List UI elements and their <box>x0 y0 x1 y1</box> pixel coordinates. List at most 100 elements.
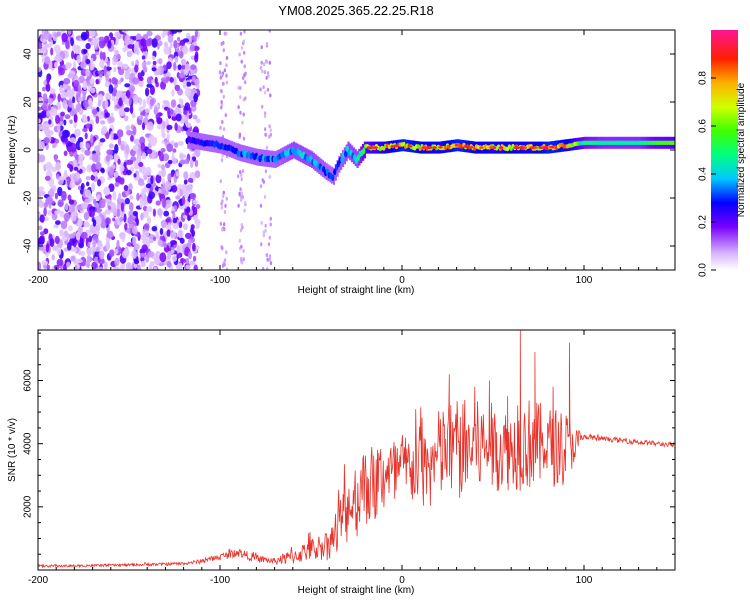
heatmap-noise-cell <box>95 224 101 232</box>
heatmap-noise-cell <box>77 84 82 93</box>
heatmap-noise-cell <box>194 159 199 167</box>
x-tick-label: -100 <box>210 575 230 586</box>
heatmap-noise-cell <box>69 237 76 246</box>
heatmap-noise-cell <box>191 205 195 212</box>
heatmap-noise-cell <box>116 129 124 138</box>
heatmap-noise-cell <box>162 30 166 36</box>
spectrogram-y-axis-label: Frequency (Hz) <box>7 116 18 185</box>
heatmap-noise-cell <box>223 210 227 214</box>
heatmap-noise-cell <box>237 203 240 208</box>
heatmap-noise-cell <box>63 212 70 222</box>
heatmap-noise-cell <box>83 211 90 221</box>
heatmap-noise-cell <box>263 194 267 199</box>
heatmap-noise-cell <box>244 71 247 76</box>
heatmap-noise-cell <box>167 250 172 260</box>
heatmap-noise-cell <box>268 235 271 240</box>
heatmap-noise-cell <box>154 76 158 84</box>
heatmap-noise-cell <box>119 216 124 222</box>
heatmap-noise-cell <box>113 171 119 178</box>
heatmap-noise-cell <box>136 192 140 201</box>
heatmap-noise-cell <box>40 34 45 40</box>
heatmap-noise-cell <box>167 159 173 165</box>
heatmap-ridge-peak <box>432 146 437 149</box>
heatmap-noise-cell <box>155 231 160 240</box>
heatmap-noise-cell <box>109 167 114 176</box>
heatmap-noise-cell <box>268 174 271 179</box>
heatmap-noise-cell <box>83 49 88 54</box>
heatmap-noise-cell <box>86 254 91 264</box>
heatmap-noise-cell <box>195 204 201 209</box>
heatmap-noise-cell <box>140 142 146 152</box>
heatmap-noise-cell <box>98 114 105 120</box>
heatmap-noise-cell <box>225 250 228 255</box>
heatmap-noise-cell <box>85 123 91 129</box>
heatmap-noise-cell <box>166 229 171 237</box>
heatmap-noise-cell <box>93 198 97 205</box>
heatmap-noise-cell <box>68 180 76 189</box>
heatmap-noise-cell <box>177 36 181 42</box>
y-tick-label: 0 <box>23 147 34 153</box>
heatmap-noise-cell <box>128 210 133 216</box>
heatmap-noise-cell <box>114 143 119 154</box>
heatmap-ridge-cell <box>309 155 313 162</box>
heatmap-noise-cell <box>146 216 152 224</box>
heatmap-noise-cell <box>67 163 72 169</box>
heatmap-noise-cell <box>225 80 229 85</box>
colorbar-ticks: 0.0 0.2 0.4 0.6 0.8 <box>698 71 716 277</box>
snr-y-axis-label: SNR (10 * v/v) <box>7 418 18 482</box>
heatmap-noise-cell <box>86 181 90 187</box>
heatmap-noise-cell <box>99 138 106 143</box>
heatmap-noise-cell <box>243 50 246 55</box>
heatmap-noise-cell <box>157 163 162 168</box>
heatmap-noise-cell <box>223 262 226 267</box>
heatmap-noise-cell <box>189 44 195 52</box>
heatmap-noise-cell <box>259 203 263 208</box>
heatmap-noise-cell <box>98 257 105 265</box>
heatmap-noise-cell <box>166 61 172 70</box>
heatmap-noise-cell <box>98 141 103 147</box>
heatmap-noise-cell <box>43 30 50 40</box>
heatmap-noise-cell <box>51 254 55 261</box>
heatmap-noise-cell <box>53 224 59 229</box>
heatmap-noise-cell <box>193 93 198 103</box>
heatmap-noise-cell <box>49 88 56 94</box>
heatmap-noise-cell <box>260 220 263 225</box>
heatmap-noise-cell <box>170 249 175 254</box>
heatmap-ridge-peak <box>456 144 461 147</box>
heatmap-noise-cell <box>54 44 61 53</box>
heatmap-noise-cell <box>41 260 48 266</box>
heatmap-noise-cell <box>108 84 114 94</box>
heatmap-noise-cell <box>158 58 163 65</box>
x-tick-label: 100 <box>576 275 593 286</box>
y-tick-label: 2000 <box>23 495 34 518</box>
heatmap-noise-cell <box>185 264 191 270</box>
heatmap-noise-cell <box>153 106 158 116</box>
heatmap-noise-cell <box>68 233 76 239</box>
heatmap-noise-cell <box>163 210 170 217</box>
heatmap-noise-cell <box>269 222 272 227</box>
heatmap-noise-cell <box>190 64 197 70</box>
heatmap-noise-cell <box>44 127 51 137</box>
heatmap-noise-cell <box>41 86 46 92</box>
heatmap-noise-cell <box>38 106 42 111</box>
heatmap-noise-cell <box>142 205 148 212</box>
heatmap-noise-cell <box>133 44 139 55</box>
heatmap-noise-cell <box>44 175 51 181</box>
heatmap-noise-cell <box>108 116 115 124</box>
heatmap-noise-cell <box>120 77 124 82</box>
heatmap-noise-cell <box>161 198 167 208</box>
heatmap-noise-cell <box>59 229 64 237</box>
heatmap-noise-cell <box>177 64 182 71</box>
heatmap-noise-cell <box>180 58 187 66</box>
heatmap-noise-cell <box>147 177 151 185</box>
heatmap-noise-cell <box>175 171 180 177</box>
heatmap-noise-cell <box>126 125 131 131</box>
heatmap-noise-cell <box>75 258 83 264</box>
heatmap-noise-cell <box>141 244 148 253</box>
heatmap-noise-cell <box>185 184 192 191</box>
heatmap-noise-cell <box>152 60 157 66</box>
heatmap-ridge-peak <box>541 146 547 149</box>
heatmap-noise-cell <box>155 200 161 206</box>
heatmap-noise-cell <box>125 262 132 270</box>
